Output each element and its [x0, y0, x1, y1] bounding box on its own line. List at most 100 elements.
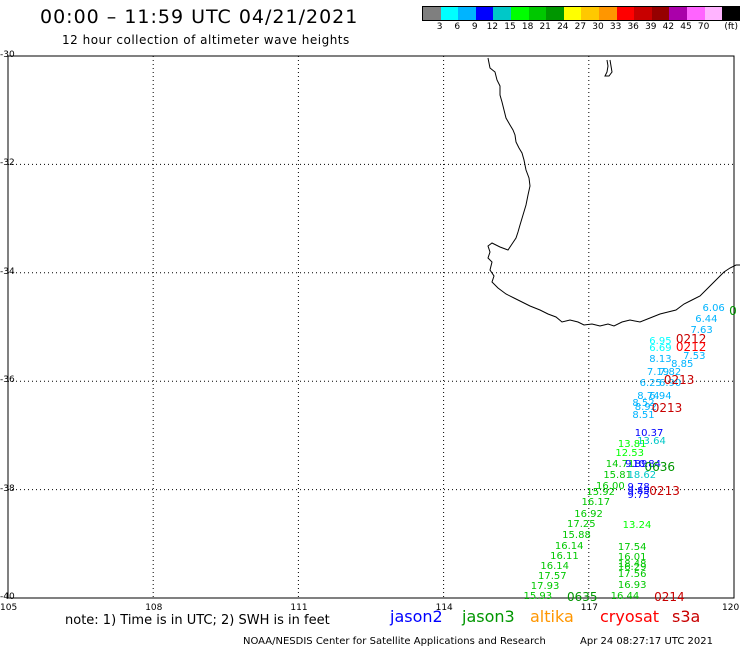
- latitude-label: -36: [0, 375, 15, 386]
- color-swatch: [669, 7, 687, 20]
- wave-height-value: 15.92: [586, 487, 616, 499]
- color-scale-tick-label: 70: [697, 22, 710, 32]
- color-scale-tick-label: 15: [504, 22, 516, 32]
- color-scale-tick-label: 18: [521, 22, 534, 32]
- wave-height-value: 7.19: [646, 367, 670, 379]
- latitude-label: -38: [0, 483, 15, 494]
- pass-time-label: 0213: [651, 401, 683, 416]
- latitude-label: -40: [0, 592, 15, 602]
- wave-height-value: 8.92: [634, 402, 658, 414]
- wave-height-value: 7.82: [658, 367, 682, 379]
- color-scale-tick-label: (ft): [724, 22, 738, 32]
- wave-height-value: 18.62: [627, 470, 657, 482]
- map-subtitle: 12 hour collection of altimeter wave hei…: [62, 33, 350, 47]
- color-swatch: [546, 7, 564, 20]
- pass-time-label: 0212: [675, 340, 707, 355]
- wave-height-value: 17.57: [537, 571, 567, 583]
- wave-height-value: 6.94: [649, 391, 672, 403]
- pass-time-label: 0635: [567, 589, 598, 604]
- color-swatch: [440, 7, 459, 20]
- longitude-label: 111: [290, 603, 308, 613]
- wave-height-value: 7.53: [683, 350, 706, 362]
- wave-height-value: 8.85: [671, 358, 694, 370]
- coastline-inlet: [604, 59, 613, 77]
- color-swatch: [598, 7, 617, 20]
- wave-height-value: 8.51: [632, 410, 655, 422]
- wave-height-value: 17.56: [617, 568, 647, 580]
- color-scale-tick-label: 27: [574, 22, 587, 32]
- color-scale-tick-label: 6: [454, 22, 461, 32]
- longitude-label: 117: [580, 603, 598, 613]
- wave-height-value: 6.06: [702, 303, 725, 315]
- color-swatch: [563, 7, 582, 20]
- generated-timestamp: Apr 24 08:27:17 UTC 2021: [580, 636, 713, 647]
- credit-line: NOAA/NESDIS Center for Satellite Applica…: [243, 636, 546, 647]
- color-swatch: [686, 7, 705, 20]
- color-scale-tick-label: 39: [645, 22, 657, 32]
- color-scale-tick-label: 3: [436, 22, 443, 32]
- wave-height-value: 12.53: [615, 448, 645, 460]
- wave-height-value: 16.17: [581, 497, 611, 509]
- wave-height-value: 6.90: [658, 377, 682, 389]
- color-scale-tick-label: 45: [680, 22, 692, 32]
- wave-height-value: 9.75: [627, 490, 650, 502]
- color-swatch: [704, 7, 723, 20]
- wave-height-value: 6.44: [695, 314, 718, 326]
- wave-height-value: 17.93: [530, 581, 560, 593]
- wave-height-value: 10.84: [632, 459, 661, 471]
- latitude-label: -32: [0, 158, 15, 169]
- wave-height-value: 6.69: [649, 342, 672, 354]
- wave-height-value: 15.81: [603, 470, 632, 482]
- color-scale-tick-label: 21: [539, 22, 551, 32]
- wave-height-value: 9.78: [627, 481, 650, 493]
- wave-height-value: 13.81: [617, 438, 647, 450]
- color-swatch: [616, 7, 635, 20]
- coastline-west: [487, 57, 740, 327]
- color-scale-tick-label: 36: [627, 22, 639, 32]
- wave-height-value: 6.25: [639, 377, 662, 389]
- wave-height-value: 14.71: [605, 459, 635, 471]
- color-swatch: [651, 7, 670, 20]
- longitude-label: 120: [722, 603, 740, 613]
- lat-lon-grid: [8, 56, 734, 598]
- wave-height-value: 13.24: [622, 519, 652, 531]
- wave-height-value: 9.85: [627, 486, 650, 498]
- color-swatch: [458, 7, 476, 20]
- wave-height-value: 16.14: [540, 560, 570, 572]
- latitude-label: -34: [0, 266, 15, 277]
- wave-height-value: 8.74: [637, 391, 660, 403]
- color-swatch: [510, 7, 529, 20]
- color-scale-tick-label: 24: [557, 22, 569, 32]
- pass-time-label: 0214: [654, 589, 685, 604]
- wave-height-value: 15.93: [523, 590, 553, 602]
- latitude-label: -30: [0, 50, 15, 60]
- wave-height-value: 16.00: [596, 480, 625, 492]
- wave-height-value: 16.11: [550, 551, 579, 563]
- wave-height-value: 16.93: [617, 580, 647, 592]
- color-scale-tick-label: 33: [609, 22, 622, 32]
- wave-height-value: 16.44: [610, 590, 640, 602]
- wave-height-value: 6.95: [649, 336, 672, 348]
- satellite-legend-s3a: s3a: [672, 607, 701, 626]
- wave-height-value: 10.37: [634, 427, 664, 439]
- color-swatch: [423, 7, 441, 20]
- satellite-legend-jason2: jason2: [390, 607, 443, 626]
- color-swatch: [528, 7, 547, 20]
- color-swatch: [475, 7, 494, 20]
- longitude-label: 105: [0, 603, 18, 613]
- wave-height-value: 9.89: [625, 459, 648, 471]
- color-scale-tick-label: 9: [471, 22, 478, 32]
- longitude-label: 114: [435, 603, 453, 613]
- color-scale-bar: [422, 6, 740, 21]
- map-title: 00:00 – 11:59 UTC 04/21/2021: [40, 6, 359, 28]
- pass-time-label: 0212: [675, 331, 707, 346]
- footnote: note: 1) Time is in UTC; 2) SWH is in fe…: [65, 613, 330, 628]
- color-swatch: [634, 7, 652, 20]
- color-swatch: [493, 7, 511, 20]
- wave-height-value: 16.01: [617, 552, 647, 564]
- wave-height-value: 16.92: [574, 509, 603, 521]
- wave-height-value: 7.63: [690, 325, 713, 337]
- color-swatch: [722, 7, 740, 20]
- color-scale-tick-label: 30: [592, 22, 604, 32]
